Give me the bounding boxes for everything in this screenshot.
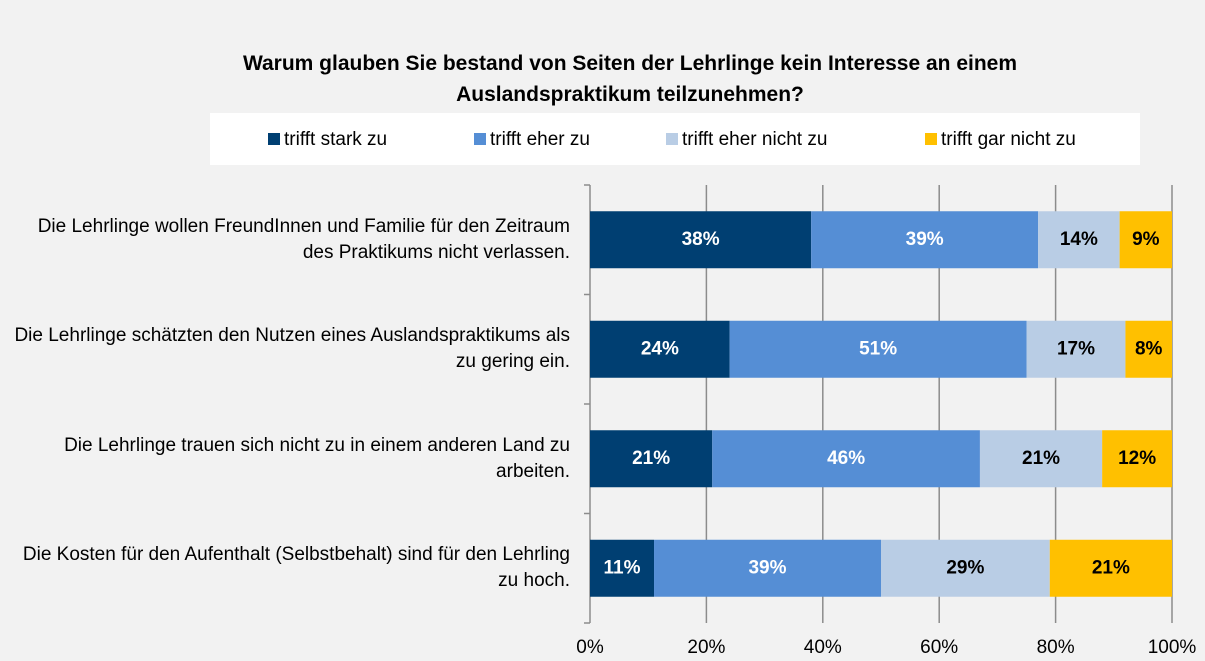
legend-swatch <box>268 133 280 145</box>
data-label: 21% <box>632 448 670 469</box>
data-label: 29% <box>946 557 984 578</box>
x-tick-label: 100% <box>1148 637 1197 658</box>
data-label: 38% <box>682 229 720 250</box>
bar-segment <box>590 211 812 269</box>
x-tick-label: 60% <box>920 637 958 658</box>
x-tick-label: 80% <box>1037 637 1075 658</box>
data-label: 21% <box>1022 448 1060 469</box>
bar-segment <box>881 539 1050 597</box>
category-label: Die Lehrlinge schätzten den Nutzen eines… <box>14 325 570 373</box>
data-label: 39% <box>906 229 944 250</box>
bar-segment <box>1125 320 1172 378</box>
bar-segment <box>979 430 1103 488</box>
category-label: Die Kosten für den Aufenthalt (Selbstbeh… <box>22 544 570 592</box>
category-label: Die Lehrlinge trauen sich nicht zu in ei… <box>64 434 570 482</box>
legend-label: trifft stark zu <box>284 129 387 150</box>
data-label: 8% <box>1135 338 1163 359</box>
bar-segment <box>1049 539 1172 597</box>
chart-title: Warum glauben Sie bestand von Seiten der… <box>242 52 1018 106</box>
legend-items: trifft stark zu trifft eher zu trifft eher… <box>268 129 1076 150</box>
data-label: 17% <box>1057 338 1095 359</box>
data-label: 24% <box>641 338 679 359</box>
data-label: 9% <box>1132 229 1160 250</box>
bar-segment <box>654 539 881 597</box>
x-tick-label: 20% <box>687 637 725 658</box>
data-label: 14% <box>1060 229 1098 250</box>
bar-segment <box>1038 211 1120 269</box>
legend-label: trifft eher nicht zu <box>682 129 827 150</box>
legend-swatch <box>666 133 678 145</box>
legend-swatch <box>925 133 937 145</box>
data-label: 21% <box>1092 557 1130 578</box>
x-tick-label: 40% <box>804 637 842 658</box>
legend-label: trifft gar nicht zu <box>941 129 1076 150</box>
x-tick-label: 0% <box>576 637 604 658</box>
legend-swatch <box>474 133 486 145</box>
bar-segment <box>712 430 980 488</box>
category-label: Die Lehrlinge wollen FreundInnen und Fam… <box>37 215 570 263</box>
bar-segment <box>590 539 655 597</box>
bar-segment <box>590 320 730 378</box>
data-label: 51% <box>859 338 897 359</box>
data-label: 39% <box>748 557 786 578</box>
bar-segment <box>590 430 713 488</box>
data-label: 46% <box>827 448 865 469</box>
data-label: 12% <box>1118 448 1156 469</box>
bar-segment <box>1026 320 1126 378</box>
legend-label: trifft eher zu <box>490 129 590 150</box>
bar-segment <box>1102 430 1172 488</box>
bar-segment <box>1119 211 1172 269</box>
bar-segment <box>729 320 1027 378</box>
data-label: 11% <box>604 557 641 578</box>
bar-segment <box>811 211 1039 269</box>
